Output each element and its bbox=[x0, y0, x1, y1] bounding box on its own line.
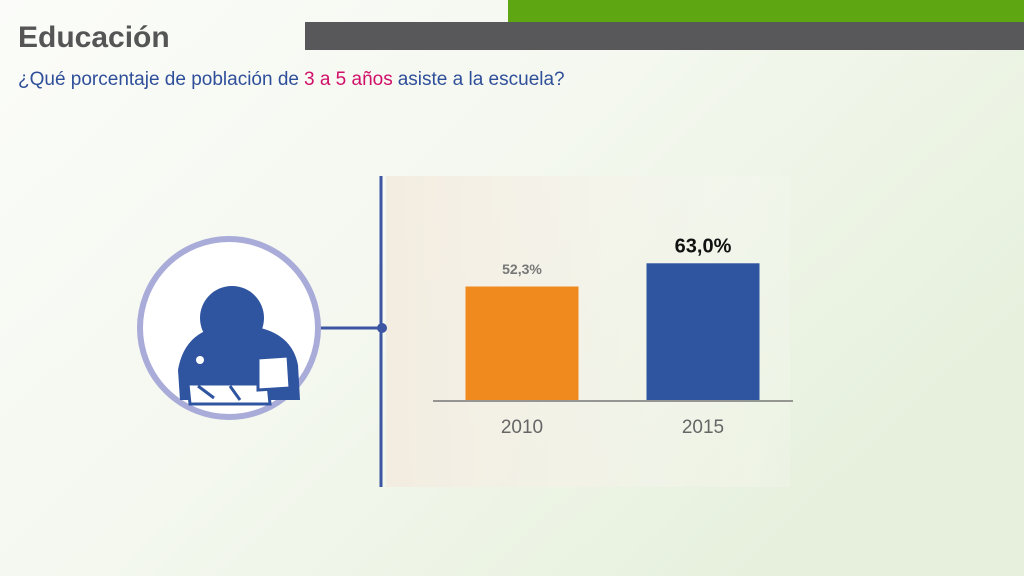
value-label: 63,0% bbox=[675, 236, 732, 258]
title: Educación bbox=[18, 21, 170, 54]
subtitle: ¿Qué porcentaje de población de 3 a 5 año… bbox=[18, 69, 565, 90]
subtitle-part: ¿Qué porcentaje de población de bbox=[18, 69, 299, 90]
gray-band bbox=[305, 22, 1024, 50]
connector-dot bbox=[377, 323, 387, 333]
value-label: 52,3% bbox=[502, 261, 542, 277]
subtitle-part: asiste a la escuela? bbox=[398, 69, 565, 90]
x-tick-label: 2010 bbox=[501, 417, 543, 438]
green-band bbox=[508, 0, 1024, 22]
x-tick-label: 2015 bbox=[682, 417, 724, 438]
bar bbox=[646, 263, 760, 400]
icon bbox=[137, 236, 321, 420]
bar bbox=[465, 286, 579, 400]
subtitle-highlight: 3 a 5 años bbox=[304, 69, 393, 90]
